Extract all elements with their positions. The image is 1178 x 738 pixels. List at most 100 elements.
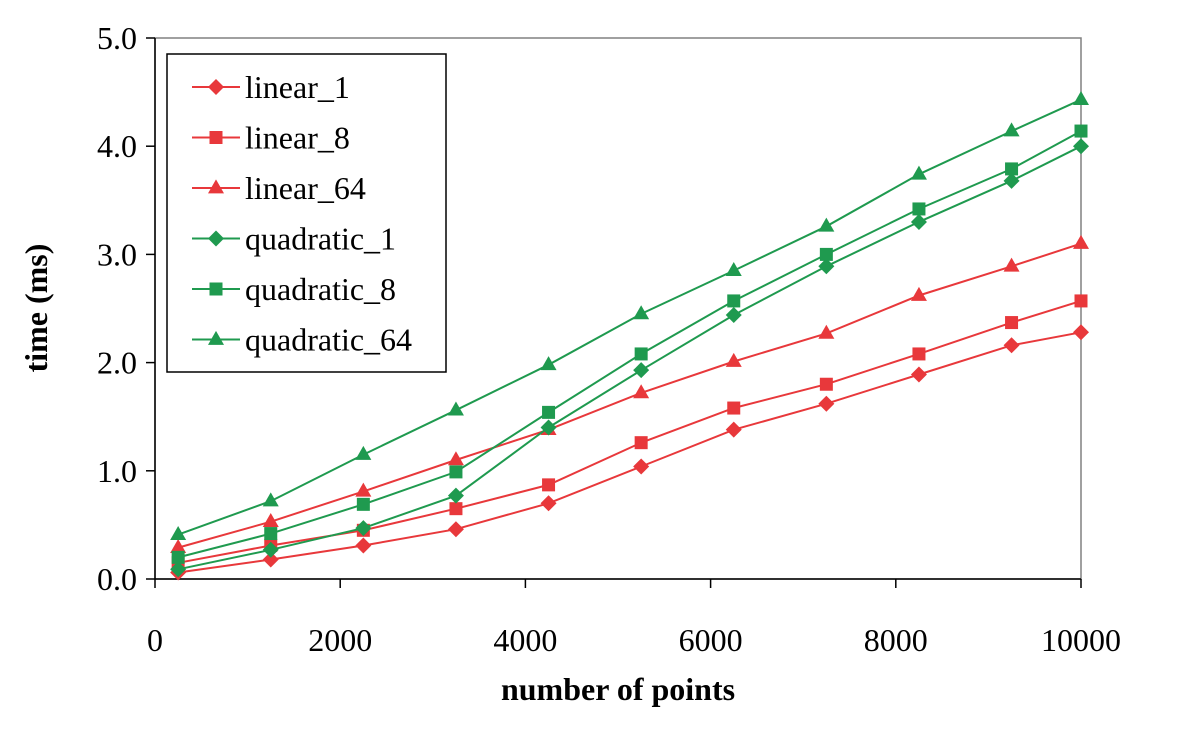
data-point-quadratic-8	[264, 527, 278, 541]
data-point-linear-8	[1074, 294, 1088, 308]
data-point-linear-1	[540, 495, 557, 512]
x-tick-label: 0	[147, 622, 163, 658]
data-point-quadratic-64	[818, 217, 835, 232]
data-point-linear-1	[818, 395, 835, 412]
data-point-quadratic-1	[1073, 138, 1089, 155]
data-point-linear-64	[1073, 234, 1089, 249]
legend-marker	[208, 230, 224, 247]
data-point-quadratic-1	[447, 487, 464, 504]
data-point-linear-8	[634, 436, 648, 450]
x-tick-label: 10000	[1041, 622, 1121, 658]
y-tick-label: 1.0	[97, 453, 137, 489]
data-point-linear-8	[542, 478, 556, 492]
legend-marker	[209, 131, 223, 144]
data-point-quadratic-64	[540, 356, 557, 371]
legend-label: quadratic_1	[245, 221, 396, 257]
data-point-linear-1	[262, 551, 279, 568]
data-point-quadratic-8	[912, 202, 926, 216]
data-point-quadratic-64	[355, 445, 372, 460]
data-point-linear-64	[818, 324, 835, 339]
series-quadratic-1	[170, 138, 1089, 578]
data-point-quadratic-64	[910, 165, 927, 180]
data-point-linear-1	[447, 521, 464, 538]
data-point-linear-8	[449, 502, 463, 516]
data-point-quadratic-8	[449, 465, 463, 479]
legend-label: linear_8	[245, 120, 350, 156]
data-point-linear-8	[1005, 316, 1019, 330]
x-tick-label: 4000	[493, 622, 557, 658]
legend-marker	[208, 330, 224, 345]
data-point-linear-1	[1073, 324, 1089, 341]
axes: 0.0 1.0 2.0 3.0 4.0 5.0 0 2000 4000 6000 8000 10000	[97, 20, 1121, 658]
legend-label: quadratic_8	[245, 271, 396, 307]
data-point-quadratic-1	[725, 306, 742, 323]
data-point-quadratic-8	[171, 550, 185, 564]
data-point-linear-1	[725, 421, 742, 438]
data-point-linear-64	[355, 482, 372, 497]
data-point-quadratic-8	[1074, 124, 1088, 138]
series-layer	[170, 90, 1089, 581]
data-point-linear-64	[170, 538, 187, 553]
legend-item-linear-1: linear_1	[192, 69, 350, 105]
y-axis-title: time (ms)	[18, 244, 54, 373]
data-point-linear-1	[355, 537, 372, 554]
legend: linear_1 linear_8 linear_64 quadratic_1quad…	[166, 53, 447, 373]
series-linear-1	[170, 324, 1089, 581]
data-point-linear-64	[1003, 257, 1020, 272]
series-quadratic-64	[170, 90, 1089, 540]
x-axis-title: number of points	[501, 671, 735, 707]
x-tick-label: 8000	[864, 622, 928, 658]
data-point-linear-1	[1003, 337, 1020, 354]
data-point-quadratic-8	[727, 294, 741, 308]
y-tick-label: 4.0	[97, 128, 137, 164]
data-point-quadratic-1	[355, 520, 372, 537]
legend-label: quadratic_64	[245, 322, 412, 358]
legend-item-linear-8: linear_8	[192, 120, 350, 156]
data-point-quadratic-64	[633, 305, 650, 320]
data-point-linear-64	[262, 512, 279, 527]
data-point-linear-64	[910, 286, 927, 301]
data-point-quadratic-64	[1073, 90, 1089, 105]
legend-item-quadratic-64: quadratic_64	[192, 322, 412, 358]
legend-marker	[209, 282, 223, 296]
data-point-quadratic-8	[1005, 162, 1019, 176]
data-point-quadratic-1	[170, 561, 187, 578]
legend-label: linear_64	[245, 170, 366, 206]
data-point-quadratic-64	[725, 261, 742, 276]
data-point-quadratic-1	[540, 419, 557, 436]
data-point-quadratic-1	[262, 541, 279, 558]
legend-item-quadratic-1: quadratic_1	[192, 221, 396, 257]
series-linear-64	[170, 234, 1089, 553]
data-point-quadratic-8	[634, 347, 648, 361]
data-point-quadratic-64	[262, 492, 279, 507]
x-tick-label: 6000	[679, 622, 743, 658]
y-tick-label: 0.0	[97, 561, 137, 597]
data-point-linear-64	[633, 384, 650, 399]
data-point-linear-8	[727, 401, 741, 415]
data-point-quadratic-8	[356, 497, 370, 511]
data-point-quadratic-1	[633, 362, 650, 379]
data-point-linear-8	[912, 347, 926, 361]
legend-label: linear_1	[245, 69, 350, 105]
data-point-quadratic-1	[1003, 172, 1020, 189]
legend-item-quadratic-8: quadratic_8	[192, 271, 396, 307]
data-point-quadratic-1	[818, 258, 835, 275]
data-point-linear-1	[633, 458, 650, 475]
y-tick-label: 2.0	[97, 345, 137, 381]
x-tick-label: 2000	[308, 622, 372, 658]
data-point-quadratic-64	[447, 401, 464, 416]
y-tick-label: 5.0	[97, 20, 137, 56]
data-point-linear-64	[447, 451, 464, 466]
data-point-quadratic-8	[542, 405, 556, 419]
legend-marker	[208, 79, 224, 95]
data-point-quadratic-64	[170, 525, 187, 540]
series-quadratic-8	[171, 124, 1088, 564]
data-point-quadratic-1	[910, 213, 927, 230]
legend-marker	[208, 179, 224, 194]
data-point-linear-8	[819, 377, 833, 391]
data-point-quadratic-8	[819, 247, 833, 261]
y-tick-label: 3.0	[97, 236, 137, 272]
data-point-linear-64	[725, 352, 742, 367]
legend-item-linear-64: linear_64	[192, 170, 366, 206]
